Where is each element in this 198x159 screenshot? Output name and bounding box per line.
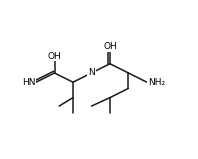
Text: N: N [88,69,95,77]
Text: HN: HN [22,78,35,87]
Text: OH: OH [48,52,61,61]
Text: NH₂: NH₂ [148,78,165,87]
Text: OH: OH [103,42,117,51]
